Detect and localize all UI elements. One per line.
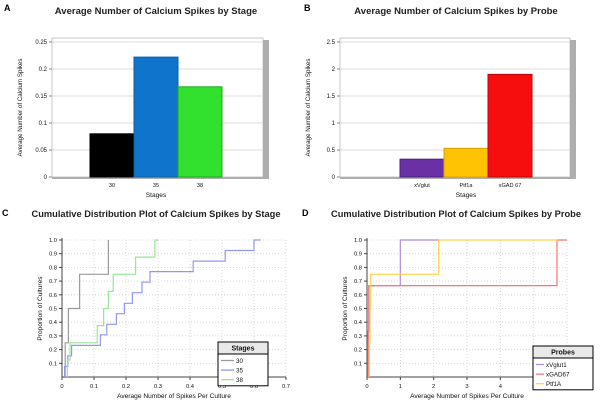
y-tick-label: 0.25 [35,40,47,46]
y-tick-label: 0.5 [327,148,336,154]
y-tick-label: 0 [44,175,48,181]
legend: Stages 30 35 38 [217,341,269,387]
legend-label-xVglut1: xVglut1 [546,362,567,369]
y-tick-label: 0.7 [49,279,57,285]
y-tick-label: 0.5 [354,307,362,313]
x-tick-label: 0.2 [122,384,130,390]
legend-label-Ptf1A: Ptf1A [546,381,562,388]
cdf-chart-by-probe: 0.10.20.30.40.50.60.70.80.91.00123456Ave… [342,238,594,400]
y-axis-label: Proportion of Cultures [342,276,349,341]
x-axis-label: Average Number of Spikes Per Culture [117,393,231,400]
panel-letter-b: B [304,3,311,13]
y-tick-label: 0.3 [49,334,57,340]
x-tick-label: 0.4 [186,384,195,390]
y-tick-label: 0.1 [39,121,48,127]
x-tick-label: 0.1 [90,384,98,390]
x-tick-label: 30 [109,183,115,189]
panel-a: A Average Number of Calcium Spikes by St… [0,0,300,200]
panel-d: D Cumulative Distribution Plot of Calciu… [300,200,600,402]
x-tick-label: 0.6 [250,384,258,390]
y-tick-label: 0.8 [49,265,57,271]
panel-letter-a: A [4,3,11,13]
y-tick-label: 0.05 [35,148,47,154]
panel-d-title: Cumulative Distribution Plot of Calcium … [330,209,582,219]
y-tick-label: 0.2 [49,348,57,354]
x-tick-label: xVglut [414,183,430,189]
panel-letter-d: D [302,208,309,218]
panel-letter-c: C [2,208,9,218]
y-tick-label: 0.5 [49,307,57,313]
y-tick-label: 1.0 [354,238,362,244]
legend-label-35: 35 [236,367,243,374]
legend-title: Stages [232,346,255,353]
bar-xGAD 67 [487,73,533,178]
bar-35 [133,56,179,178]
y-tick-label: 0.4 [354,320,363,326]
panel-b-title: Average Number of Calcium Spikes by Prob… [354,6,558,17]
y-tick-label: 0.8 [354,265,362,271]
x-tick-label: 0.7 [282,384,290,390]
x-tick-label: 0.3 [154,384,162,390]
x-tick-label: 3 [465,384,468,390]
y-tick-label: 2.5 [327,40,336,46]
x-axis-label: Stages [456,192,477,199]
panel-a-title: Average Number of Calcium Spikes by Stag… [54,6,258,17]
y-tick-label: 0.15 [35,94,47,100]
y-tick-label: 0.6 [49,293,57,299]
y-tick-label: 0.1 [354,361,362,367]
y-tick-label: 2 [332,67,336,73]
y-tick-label: 0.1 [49,361,57,367]
bar-30 [89,133,135,178]
y-tick-label: 0.6 [354,293,362,299]
y-tick-label: 0.3 [354,334,362,340]
series-35-line [63,239,261,377]
bar-chart-by-stage: 0 0.05 0.1 0.15 0.2 0.25 30 35 38 Stages Average N… [17,37,269,199]
legend: Probes xVglut1 xGAD67 Ptf1A [532,345,594,391]
series-38-line [66,239,158,377]
panel-c: C Cumulative Distribution Plot of Calciu… [0,200,300,402]
plot-shadow-right [263,40,269,177]
x-tick-label: Ptf1a [459,183,473,189]
x-tick-label: 35 [153,183,159,189]
y-axis-label: Average Number of Calcium Spikes [305,59,312,157]
y-tick-label: 0 [332,175,336,181]
panel-b: B Average Number of Calcium Spikes by Pr… [300,0,600,200]
bar-38 [177,86,223,178]
y-tick-label: 1.0 [49,238,57,244]
x-axis-label: Stages [146,192,167,199]
y-axis-label: Average Number of Calcium Spikes [17,59,24,157]
legend-label-30: 30 [236,358,243,365]
x-tick-label: 0 [60,384,63,390]
panel-c-title: Cumulative Distribution Plot of Calcium … [31,209,281,219]
series-Ptf1A-line [368,239,558,377]
y-tick-label: 0.2 [39,67,48,73]
y-tick-label: 0.9 [49,252,57,258]
legend-label-xGAD67: xGAD67 [546,371,570,378]
x-tick-label: 2 [432,384,435,390]
legend-label-38: 38 [236,377,243,384]
y-tick-label: 1 [332,121,336,127]
y-tick-label: 0.9 [354,252,362,258]
x-tick-label: 4 [499,384,503,390]
bar-Ptf1a [443,147,489,178]
cdf-chart-by-stage: 0.1 0.2 0.3 0.4 0.5 0.6 0.7 0.8 0.9 1.0 0 0.1 0.2 0.3… [37,238,290,400]
x-tick-label: 0.5 [218,384,226,390]
series-30-line [64,240,109,377]
x-tick-label: 38 [197,183,203,189]
y-axis-label: Proportion of Cultures [37,276,44,341]
y-tick-label: 0.7 [354,279,362,285]
plot-shadow-right [570,40,576,177]
legend-title: Probes [551,350,575,357]
x-axis-label: Average Number of Spikes Per Culture [410,393,524,400]
bar-chart-by-probe: 0 0.5 1 1.5 2 2.5 xVglut Ptf1a xGAD 67 Stages Aver… [305,37,576,199]
x-tick-label: 1 [399,384,402,390]
y-tick-label: 1.5 [327,94,336,100]
bar-xVglut [399,158,445,178]
x-tick-label: xGAD 67 [499,183,522,189]
y-tick-label: 0.2 [354,348,362,354]
x-tick-label: 0 [365,384,368,390]
y-tick-label: 0.4 [49,320,58,326]
